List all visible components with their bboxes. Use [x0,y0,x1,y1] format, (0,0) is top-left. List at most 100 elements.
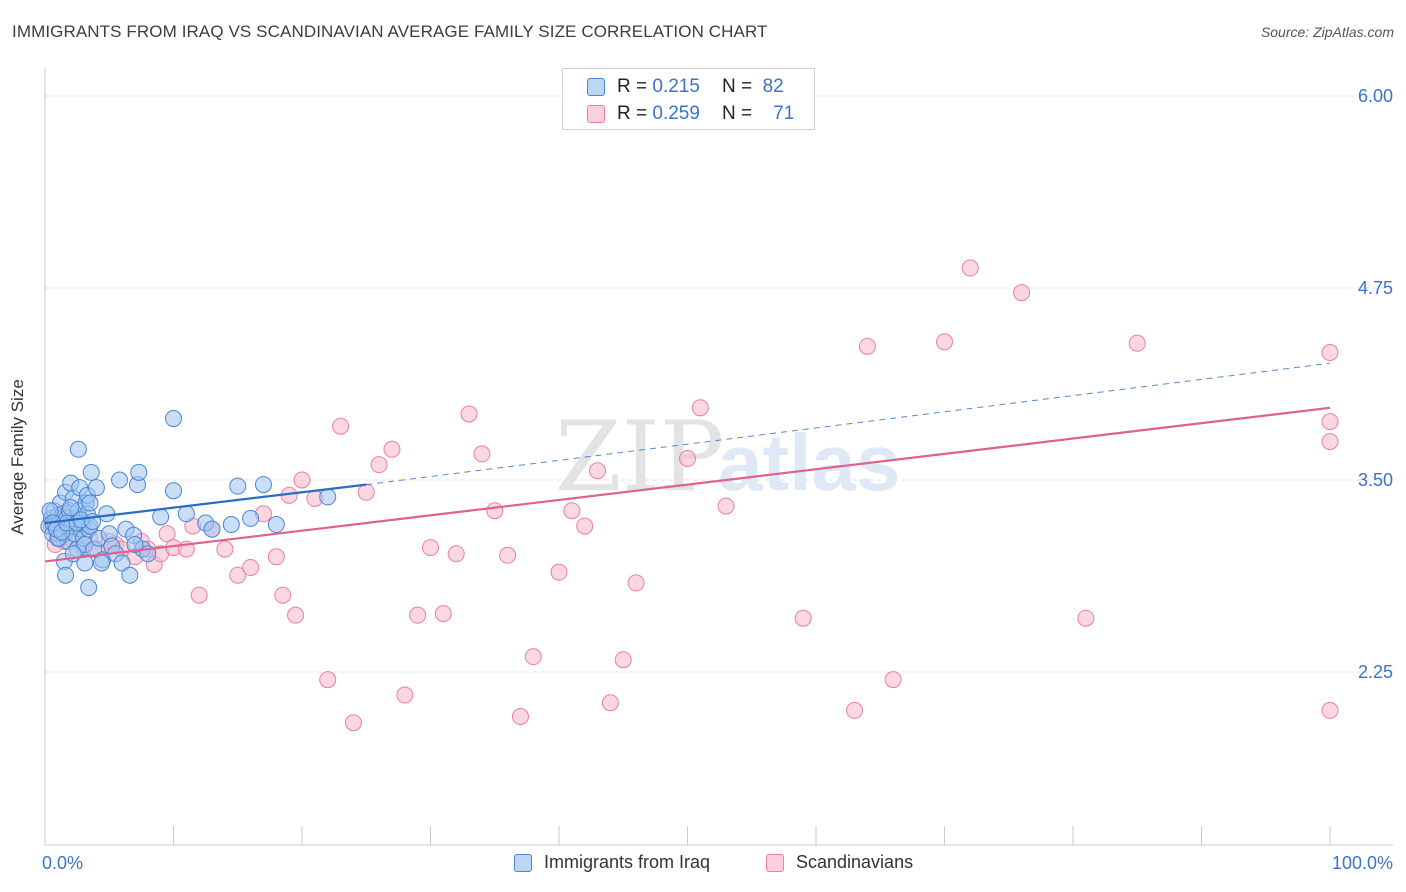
gridlines [45,95,1393,673]
scandinavians-point [216,540,234,558]
scandinavians-point [473,445,491,463]
scandinavians-point [158,525,176,543]
scandinavians-point [319,671,337,689]
stats-legend: R = 0.215 N = 82 R = 0.259 N = 71 [562,68,815,130]
x-tick-label-min: 0.0% [42,853,83,873]
iraq-point [62,499,80,517]
scandinavians-point [434,605,452,623]
scandinavians-point [717,497,735,515]
scandinavians-point [524,648,542,666]
iraq-point [242,509,260,527]
iraq-point [222,516,240,534]
iraq-point [82,463,100,481]
scandinavians-point [293,471,311,489]
iraq-point [111,471,129,489]
watermark-zip: ZIP [555,401,724,513]
scandinavians-point [274,586,292,604]
iraq-point [126,536,144,554]
scandinavians-point [511,708,529,726]
watermark: ZIP atlas [555,401,900,513]
scandinavians-point [1321,701,1339,719]
scandinavians-point [332,417,350,435]
iraq-point [81,494,99,512]
scandinavians-point [691,399,709,417]
scandinavians-point [396,686,414,704]
scandinavians-point [1077,609,1095,627]
scandinavians-point [627,574,645,592]
iraq-point [130,463,148,481]
scandinavians-point [357,483,375,501]
r-value: 0.215 [652,76,700,97]
stats-row-iraq: R = 0.215 N = 82 [587,75,784,99]
scandinavians-point [614,651,632,669]
scandinavians-point [1321,344,1339,362]
y-tick-label: 4.75 [1358,278,1393,298]
legend-item-scandinavians[interactable]: Scandinavians [766,852,913,873]
scandinavians-point [1128,334,1146,352]
scandinavians-point [936,333,953,351]
scandinavians-point [499,546,517,564]
scandinavians-point [550,563,568,581]
r-value: 0.259 [652,103,700,124]
iraq-point [121,566,139,584]
iraq-point [93,554,111,572]
iraq-point [69,440,87,458]
iraq-point [57,566,75,584]
scandinavians-swatch [587,105,605,123]
iraq-point [165,482,182,500]
iraq-point [113,554,131,572]
iraq-point [152,508,170,526]
scandinavians-point [447,545,465,563]
n-value: 71 [773,103,795,124]
iraq-point [319,488,337,506]
scandinavians-point [267,548,285,566]
n-label: N = [721,76,753,97]
iraq-point [203,520,221,538]
trend-lines [44,362,1331,563]
iraq-point [229,477,247,495]
iraq-point [87,479,105,497]
iraq-point [254,476,272,494]
iraq-point [177,505,195,523]
stats-row-scandinavians: R = 0.259 N = 71 [587,102,794,126]
scandinavians-point [383,440,401,458]
y-tick-label: 2.25 [1358,662,1393,682]
scandinavians-point [287,606,305,624]
scandinavians-point [190,586,208,604]
scandinavians-point [846,701,864,719]
scandinavians-point [563,502,581,520]
scandinavians-point [589,462,607,480]
iraq-point [98,505,116,523]
scandinavians-point [1321,433,1339,451]
legend-label: Scandinavians [796,852,914,872]
scandinavians-point [576,517,594,535]
iraq-point [76,554,94,572]
scandinavians-point [858,337,876,355]
legend-item-iraq[interactable]: Immigrants from Iraq [514,852,710,873]
scandinavians-trend-line [44,406,1331,563]
scandinavians-point [1321,413,1339,431]
scandinavians-point [601,694,619,712]
x-tick-label-max: 100.0% [1332,853,1393,873]
source-label: Source: ZipAtlas.com [1260,24,1394,40]
scandinavians-point [229,566,247,584]
iraq-trend-extension [366,362,1331,486]
scandinavians-point [1013,284,1031,302]
n-value: 82 [762,76,784,97]
iraq-swatch [514,853,532,872]
scandinavians-swatch [766,853,784,872]
axes [44,68,1393,846]
scandinavians-point [961,259,979,277]
scandinavians-point [344,714,362,732]
tick-labels: 6.00 4.75 3.50 2.25 0.0% 100.0% [42,86,1393,873]
y-tick-label: 6.00 [1358,86,1393,106]
iraq-swatch [587,78,605,96]
r-label: R = [617,76,648,97]
scandinavians-point [794,609,812,627]
scandinavians-point [370,456,388,474]
iraq-trend-line [44,483,367,525]
legend-label: Immigrants from Iraq [544,852,711,872]
iraq-point [267,516,285,534]
y-axis-label: Average Family Size [8,379,27,535]
scandinavians-point [460,405,478,423]
